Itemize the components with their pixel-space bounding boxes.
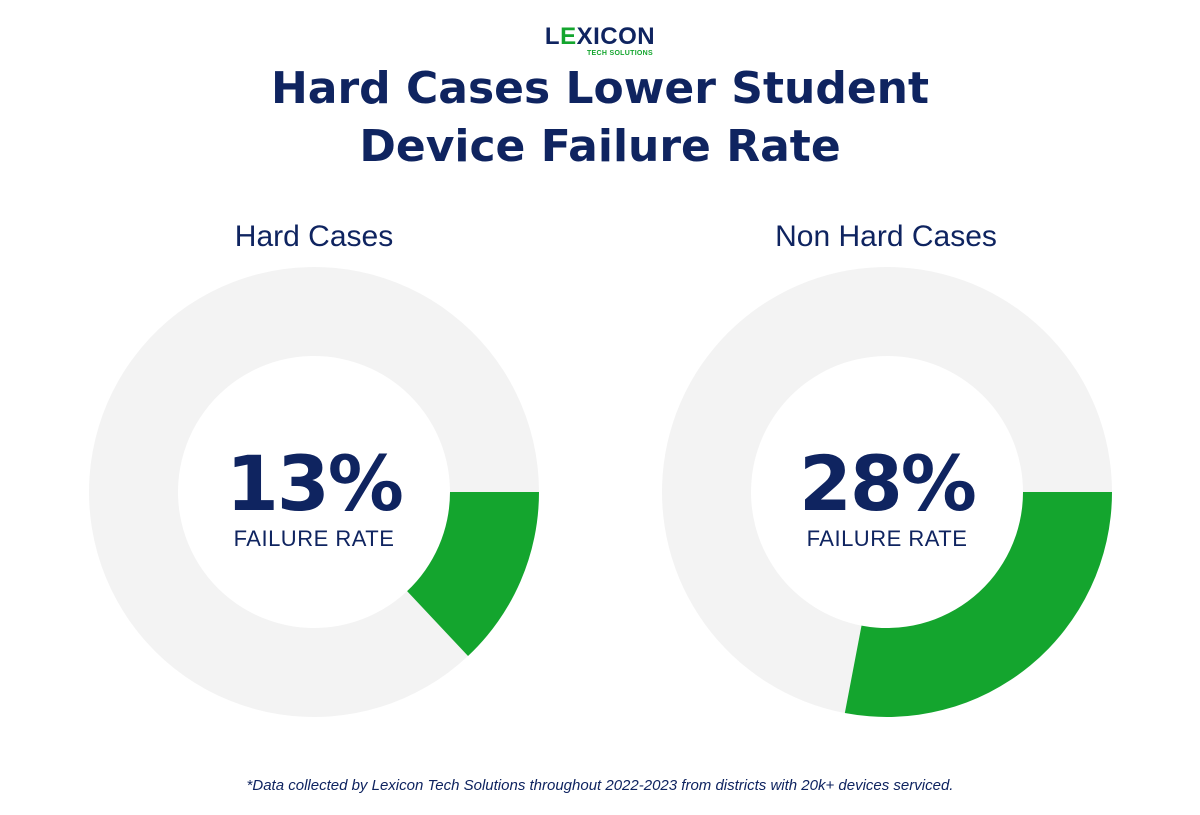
center-label-hard-cases: FAILURE RATE [233,526,395,551]
brand-logo: LEXICON TECH SOLUTIONS [0,24,1200,58]
donut-slice-failure [407,492,539,657]
chart-title-non-hard-cases: Non Hard Cases [775,220,997,253]
center-value-hard-cases: 13% [226,439,404,528]
donut-slice-remainder [89,267,539,717]
logo-text-end: XICON [576,23,656,50]
page-title: Hard Cases Lower Student Device Failure … [0,60,1200,176]
logo-text-accent: E [560,23,577,50]
donut-chart-non-hard-cases [662,267,1112,717]
donut-chart-hard-cases [89,267,539,717]
center-value-non-hard-cases: 28% [799,439,977,528]
logo-text-start: L [544,23,561,50]
donut-slice-remainder [662,267,1112,714]
donut-slice-failure [844,492,1112,717]
center-label-non-hard-cases: FAILURE RATE [806,526,968,551]
logo-subtitle: TECH SOLUTIONS [586,50,654,57]
logo-wordmark: LEXICON [0,24,1200,50]
page-title-line-1: Hard Cases Lower Student [270,63,930,114]
chart-title-hard-cases: Hard Cases [234,220,394,253]
footnote: *Data collected by Lexicon Tech Solution… [246,777,954,794]
page-title-line-2: Device Failure Rate [359,121,841,172]
